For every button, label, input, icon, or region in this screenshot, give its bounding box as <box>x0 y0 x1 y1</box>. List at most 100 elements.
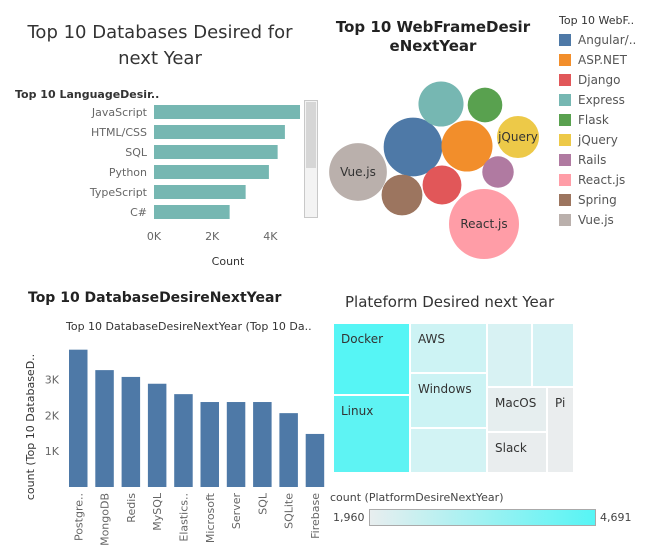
bubble-legend-title: Top 10 WebF.. <box>559 14 635 27</box>
treemap-cell-label: Docker <box>341 332 384 346</box>
bar[interactable] <box>279 413 298 487</box>
treemap-cell-label: AWS <box>418 332 446 346</box>
treemap-cell-label: Windows <box>418 382 472 396</box>
bubble[interactable] <box>418 81 464 127</box>
x-axis-label: Count <box>212 255 245 268</box>
bar[interactable] <box>154 145 278 159</box>
legend-label: ASP.NET <box>578 53 627 67</box>
treemap-cell-label: Slack <box>495 441 527 455</box>
treemap-cell[interactable]: Linux <box>333 395 410 473</box>
treemap-cell[interactable]: MacOS <box>487 387 547 432</box>
treemap-cell[interactable] <box>487 323 532 387</box>
bar-chart-languages-header: Top 10 LanguageDesir.. <box>15 88 160 101</box>
treemap-cell-label: Linux <box>341 404 374 418</box>
bar[interactable] <box>69 349 88 487</box>
legend-swatch <box>559 174 571 186</box>
y-tick-label: 2K <box>45 409 60 422</box>
category-label: Firebase <box>309 493 322 539</box>
legend-item[interactable]: Vue.js <box>559 210 647 230</box>
legend-swatch <box>559 154 571 166</box>
bar[interactable] <box>226 402 246 487</box>
bubble[interactable] <box>383 117 443 177</box>
treemap-cell[interactable]: Windows <box>410 373 487 428</box>
bubble-chart-title-line-1: Top 10 WebFrameDesir <box>335 18 531 36</box>
y-axis-label: count (Top 10 DatabaseD.. <box>24 354 37 500</box>
bubble[interactable] <box>381 174 423 216</box>
legend-item[interactable]: React.js <box>559 170 647 190</box>
legend-label: jQuery <box>578 133 618 147</box>
bar[interactable] <box>147 383 167 487</box>
bar-chart-databases-title: Top 10 DatabaseDesireNextYear <box>28 290 282 306</box>
category-label: Postgre.. <box>72 493 85 541</box>
bubble-chart-title: Top 10 WebFrameDesir eNextYear <box>333 18 533 56</box>
category-label: MySQL <box>151 492 164 531</box>
legend-label: React.js <box>578 173 626 187</box>
legend-label: Rails <box>578 153 607 167</box>
legend-item[interactable]: Rails <box>559 150 647 170</box>
legend-item[interactable]: Flask <box>559 110 647 130</box>
category-label: SQLite <box>283 493 296 529</box>
scrollbar-thumb[interactable] <box>306 102 316 168</box>
category-label: JavaScript <box>91 106 148 119</box>
bubble-label: React.js <box>460 217 507 231</box>
category-label: SQL <box>256 492 269 515</box>
bubble[interactable] <box>467 87 503 123</box>
bar[interactable] <box>121 376 141 487</box>
bar[interactable] <box>154 185 246 199</box>
bubble[interactable] <box>422 165 462 205</box>
bar[interactable] <box>154 105 300 119</box>
bar[interactable] <box>174 394 193 487</box>
legend-label: Flask <box>578 113 609 127</box>
bubble[interactable] <box>482 156 514 188</box>
bar-chart-languages-title: Top 10 Databases Desired for next Year <box>27 22 293 69</box>
category-label: Server <box>230 493 243 530</box>
legend-swatch <box>559 54 571 66</box>
category-label: TypeScript <box>89 186 148 199</box>
treemap-cell[interactable] <box>410 428 487 473</box>
bar[interactable] <box>305 433 325 487</box>
legend-item[interactable]: jQuery <box>559 130 647 150</box>
legend-label: Spring <box>578 193 617 207</box>
bar[interactable] <box>154 125 285 139</box>
legend-swatch <box>559 134 571 146</box>
treemap-cell[interactable]: Pi <box>547 387 574 473</box>
legend-item[interactable]: Express <box>559 90 647 110</box>
treemap-cell[interactable]: Docker <box>333 323 410 395</box>
legend-item[interactable]: Spring <box>559 190 647 210</box>
bubble-chart-legend: Top 10 WebF.. Angular/.. ASP.NET Django Exp… <box>559 14 647 230</box>
legend-swatch <box>559 94 571 106</box>
bar[interactable] <box>253 402 272 487</box>
legend-swatch <box>559 34 571 46</box>
treemap-cell-label: MacOS <box>495 396 537 410</box>
treemap-cell[interactable] <box>532 323 574 387</box>
bar[interactable] <box>154 165 269 179</box>
legend-label: Django <box>578 73 621 87</box>
y-tick-label: 3K <box>45 373 60 386</box>
bar[interactable] <box>200 402 220 487</box>
legend-item[interactable]: Django <box>559 70 647 90</box>
treemap-legend-min: 1,960 <box>333 511 365 524</box>
treemap-platforms: Docker Linux AWS Windows MacOS Pi Slack <box>333 323 574 473</box>
treemap-cell[interactable]: Slack <box>487 432 547 473</box>
legend-item[interactable]: ASP.NET <box>559 50 647 70</box>
category-label: Python <box>109 166 147 179</box>
category-label: Elastics.. <box>177 493 190 542</box>
bubble-chart-frameworks: React.js Vue.js jQuery <box>329 81 540 259</box>
bubble[interactable] <box>441 120 493 172</box>
bubble[interactable] <box>496 115 540 159</box>
bar[interactable] <box>95 370 114 487</box>
bubble-chart-title-line-2: eNextYear <box>389 37 477 55</box>
treemap-title: Plateform Desired next Year <box>345 293 555 311</box>
x-tick-label: 0K <box>147 230 162 243</box>
treemap-legend-max: 4,691 <box>600 511 632 524</box>
legend-item[interactable]: Angular/.. <box>559 30 647 50</box>
bar-chart-languages-scrollbar[interactable] <box>304 100 318 218</box>
legend-swatch <box>559 214 571 226</box>
bar[interactable] <box>154 205 230 219</box>
treemap-cell[interactable]: AWS <box>410 323 487 373</box>
bubble[interactable] <box>329 143 387 201</box>
category-label: HTML/CSS <box>91 126 147 139</box>
bar-chart-databases: 1K 2K 3K count (Top 10 DatabaseD.. Postgre..… <box>24 349 325 546</box>
bubble[interactable] <box>449 189 519 259</box>
bar-chart-languages: JavaScript HTML/CSS SQL Python TypeScript C#0… <box>89 105 300 268</box>
